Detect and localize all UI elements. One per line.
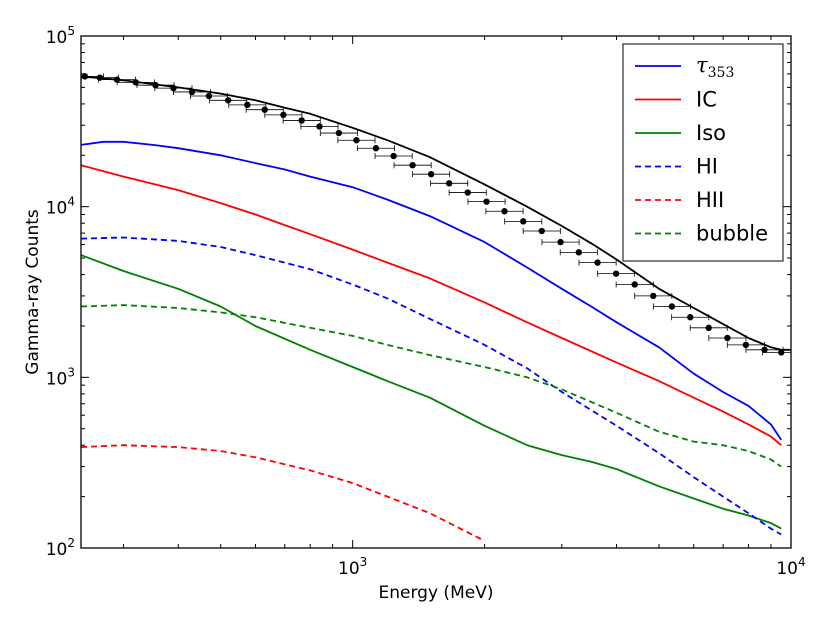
series-line-total bbox=[81, 75, 791, 351]
data-point bbox=[559, 249, 598, 256]
data-point bbox=[173, 88, 211, 96]
data-point bbox=[448, 189, 487, 196]
data-point bbox=[412, 170, 451, 178]
y-tick-label: 105 bbox=[46, 24, 75, 48]
data-point bbox=[597, 270, 636, 277]
series-layer bbox=[81, 75, 791, 542]
data-point bbox=[522, 227, 561, 235]
series-line-iso bbox=[81, 254, 782, 530]
data-point bbox=[689, 324, 728, 332]
data-point bbox=[264, 111, 303, 119]
data-point bbox=[467, 198, 506, 205]
data-point bbox=[541, 238, 580, 246]
series-line-ic bbox=[81, 164, 782, 446]
legend-label: bubble bbox=[696, 222, 768, 246]
data-point bbox=[671, 314, 710, 321]
data-point bbox=[708, 334, 747, 342]
data-point bbox=[615, 281, 654, 288]
legend-label: Iso bbox=[696, 121, 726, 145]
data-point bbox=[300, 123, 339, 130]
series-line-bubble bbox=[81, 304, 782, 468]
data-point bbox=[634, 292, 673, 300]
data-point bbox=[282, 117, 321, 124]
legend-box bbox=[622, 43, 784, 262]
data-point bbox=[154, 84, 193, 92]
series-line-hii bbox=[81, 444, 486, 542]
data-point bbox=[393, 161, 432, 169]
legend-label: HII bbox=[696, 188, 724, 212]
data-point bbox=[356, 145, 395, 152]
data-point bbox=[245, 106, 284, 113]
series-line--353 bbox=[81, 140, 782, 441]
y-tick-label: 104 bbox=[46, 195, 75, 219]
legend-label: τ353 bbox=[696, 53, 734, 81]
data-point bbox=[319, 129, 358, 137]
x-tick-label: 103 bbox=[338, 555, 367, 579]
legend-label: IC bbox=[696, 88, 717, 112]
series-line-hi bbox=[81, 236, 782, 536]
data-point bbox=[504, 218, 543, 225]
data-point bbox=[762, 349, 791, 356]
data-point bbox=[430, 180, 469, 187]
y-tick-label: 103 bbox=[46, 365, 75, 389]
data-point bbox=[578, 259, 617, 266]
data-point bbox=[189, 92, 228, 100]
plot-frame bbox=[80, 35, 792, 549]
legend: τ353 IC Iso HI HII bubble bbox=[622, 43, 784, 262]
data-point bbox=[337, 137, 376, 144]
data-point bbox=[374, 152, 413, 160]
x-tick-label: 104 bbox=[776, 555, 805, 579]
y-tick-label: 102 bbox=[46, 536, 75, 560]
ticks-layer: 103 104 102 103 104 105 bbox=[46, 24, 806, 579]
data-point bbox=[228, 101, 267, 109]
data-points-layer bbox=[81, 73, 791, 356]
data-point bbox=[726, 341, 765, 349]
x-axis-label: Energy (MeV) bbox=[379, 583, 494, 603]
legend-label: HI bbox=[696, 155, 718, 179]
y-axis-label: Gamma-ray Counts bbox=[23, 209, 43, 375]
data-point bbox=[485, 208, 524, 215]
data-point bbox=[652, 303, 691, 310]
